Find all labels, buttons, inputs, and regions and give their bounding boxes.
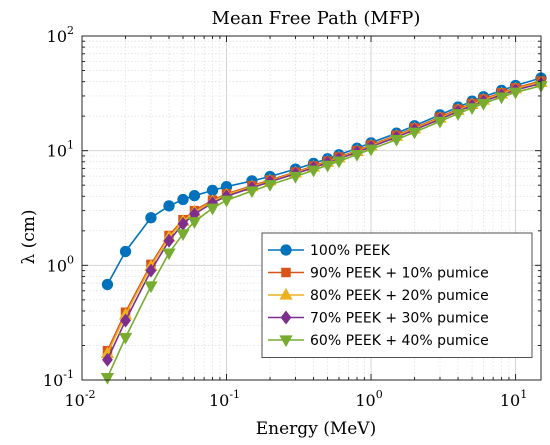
legend-marker — [279, 335, 293, 348]
series-point — [101, 278, 114, 291]
legend-entry: 60% PEEK + 40% pumice — [310, 333, 489, 349]
series-point — [219, 195, 234, 208]
series-point — [263, 180, 277, 192]
y-tick-label: 101 — [47, 139, 74, 161]
x-tick-label: 10-2 — [64, 388, 95, 410]
legend-marker — [280, 310, 292, 325]
x-tick-label: 100 — [355, 388, 382, 410]
legend-entry: 100% PEEK — [310, 243, 391, 259]
series-point — [494, 92, 509, 105]
series-point — [102, 352, 113, 367]
series-point — [306, 165, 321, 178]
series-point — [288, 171, 303, 184]
legend-entry: 70% PEEK + 30% pumice — [310, 311, 489, 327]
y-tick-label: 102 — [47, 24, 74, 46]
y-axis-label: λ (cm) — [19, 209, 39, 264]
series-point — [407, 127, 422, 140]
series-point — [476, 98, 491, 111]
series-point — [100, 372, 115, 385]
y-tick-label: 10-1 — [43, 368, 74, 390]
series-point — [433, 116, 447, 129]
x-tick-label: 10-1 — [209, 388, 240, 410]
legend-box — [261, 232, 533, 358]
series-point — [118, 332, 133, 345]
plot-frame — [81, 35, 542, 381]
series-point — [465, 103, 479, 116]
series-point — [350, 149, 364, 162]
series-point — [364, 144, 378, 157]
series-point — [176, 229, 190, 242]
legend: 100% PEEK 90% PEEK + 10% pumice 80% PEEK +… — [261, 232, 533, 358]
legend-entry: 80% PEEK + 20% pumice — [310, 288, 489, 304]
series-point — [320, 160, 335, 173]
series-point — [144, 281, 158, 294]
series-point — [145, 263, 157, 278]
series-point — [119, 245, 132, 258]
series-point — [162, 248, 176, 261]
series-point — [187, 217, 202, 229]
legend-marker — [280, 244, 292, 256]
series-point — [451, 109, 465, 121]
chart-title: Mean Free Path (MFP) — [212, 8, 421, 29]
series-point — [177, 193, 189, 206]
y-tick-label: 100 — [47, 253, 74, 275]
series-point — [163, 233, 175, 248]
series-point — [205, 203, 220, 216]
series-point — [206, 184, 219, 197]
series-point — [245, 186, 259, 199]
series-point — [120, 313, 131, 328]
legend-marker — [279, 287, 293, 300]
series-point — [145, 212, 157, 224]
series-point — [389, 134, 404, 147]
series-point — [508, 87, 523, 100]
series-point — [332, 156, 346, 169]
x-axis-label: Energy (MeV) — [256, 419, 376, 439]
legend-entry: 90% PEEK + 10% pumice — [310, 266, 489, 282]
legend-marker — [281, 267, 291, 278]
x-tick-label: 101 — [500, 388, 527, 410]
series-point — [163, 200, 175, 212]
series-point — [188, 190, 201, 202]
